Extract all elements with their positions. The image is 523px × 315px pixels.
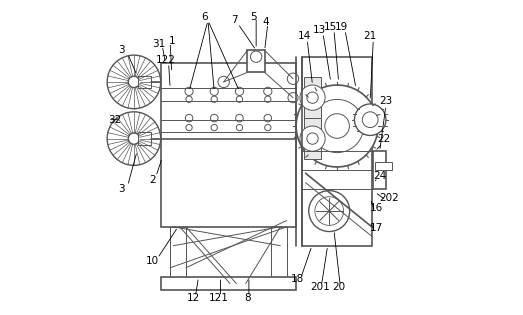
Bar (161, 63, 296, 142)
Circle shape (265, 124, 271, 131)
Circle shape (236, 96, 243, 102)
Bar (138, 76, 151, 88)
Text: 1: 1 (168, 36, 175, 46)
Circle shape (287, 73, 299, 84)
Text: 5: 5 (251, 12, 257, 22)
Text: 202: 202 (379, 193, 399, 203)
Circle shape (128, 133, 140, 144)
Text: 2: 2 (150, 175, 156, 185)
Circle shape (185, 114, 193, 122)
Text: 6: 6 (201, 12, 208, 22)
Text: 122: 122 (155, 55, 175, 65)
Text: 22: 22 (378, 134, 391, 144)
Text: 4: 4 (263, 17, 269, 27)
Text: 13: 13 (313, 25, 326, 35)
Bar (138, 132, 151, 145)
Circle shape (296, 85, 378, 167)
Circle shape (300, 126, 325, 151)
Text: 3: 3 (118, 184, 124, 194)
Circle shape (236, 124, 243, 131)
Circle shape (235, 87, 244, 95)
Circle shape (211, 124, 218, 131)
Circle shape (288, 93, 298, 103)
Circle shape (186, 124, 192, 131)
Text: 3: 3 (118, 45, 124, 55)
Text: 15: 15 (324, 22, 337, 32)
Circle shape (265, 96, 271, 102)
Circle shape (107, 55, 161, 109)
Circle shape (315, 197, 344, 226)
Circle shape (307, 133, 318, 144)
Circle shape (210, 114, 218, 122)
Text: 8: 8 (244, 293, 251, 303)
Text: 20: 20 (332, 282, 345, 292)
Circle shape (210, 87, 218, 95)
Circle shape (128, 76, 140, 88)
Circle shape (211, 96, 218, 102)
Text: 12: 12 (187, 293, 200, 303)
Circle shape (107, 112, 161, 165)
Circle shape (218, 76, 230, 88)
Text: 16: 16 (370, 203, 383, 213)
Circle shape (186, 96, 192, 102)
Bar (375, 162, 392, 170)
Circle shape (300, 85, 325, 110)
Circle shape (309, 191, 350, 232)
Bar (304, 77, 321, 118)
Bar (271, 227, 287, 284)
Circle shape (236, 114, 243, 122)
Text: 7: 7 (231, 15, 238, 26)
Text: 23: 23 (379, 96, 393, 106)
Bar (373, 151, 386, 189)
Text: 121: 121 (209, 293, 229, 303)
Circle shape (185, 87, 193, 95)
Text: 17: 17 (370, 223, 383, 233)
Text: 18: 18 (291, 274, 304, 284)
Circle shape (355, 104, 386, 135)
Text: 201: 201 (310, 282, 329, 292)
Circle shape (307, 92, 318, 103)
Bar (161, 277, 296, 290)
Circle shape (311, 99, 363, 153)
Circle shape (251, 51, 262, 62)
Text: 19: 19 (335, 22, 348, 32)
Circle shape (264, 87, 272, 95)
Text: 14: 14 (298, 31, 311, 41)
Bar (304, 118, 321, 159)
Bar (247, 50, 265, 72)
Text: 24: 24 (373, 171, 386, 181)
Text: 10: 10 (146, 256, 160, 266)
Bar (170, 227, 186, 284)
Circle shape (264, 114, 271, 122)
Bar (302, 57, 372, 246)
Circle shape (325, 114, 349, 138)
Circle shape (362, 112, 378, 128)
Text: 21: 21 (363, 31, 377, 41)
Text: 31: 31 (153, 39, 166, 49)
Text: 32: 32 (108, 115, 122, 125)
Bar (161, 139, 296, 227)
